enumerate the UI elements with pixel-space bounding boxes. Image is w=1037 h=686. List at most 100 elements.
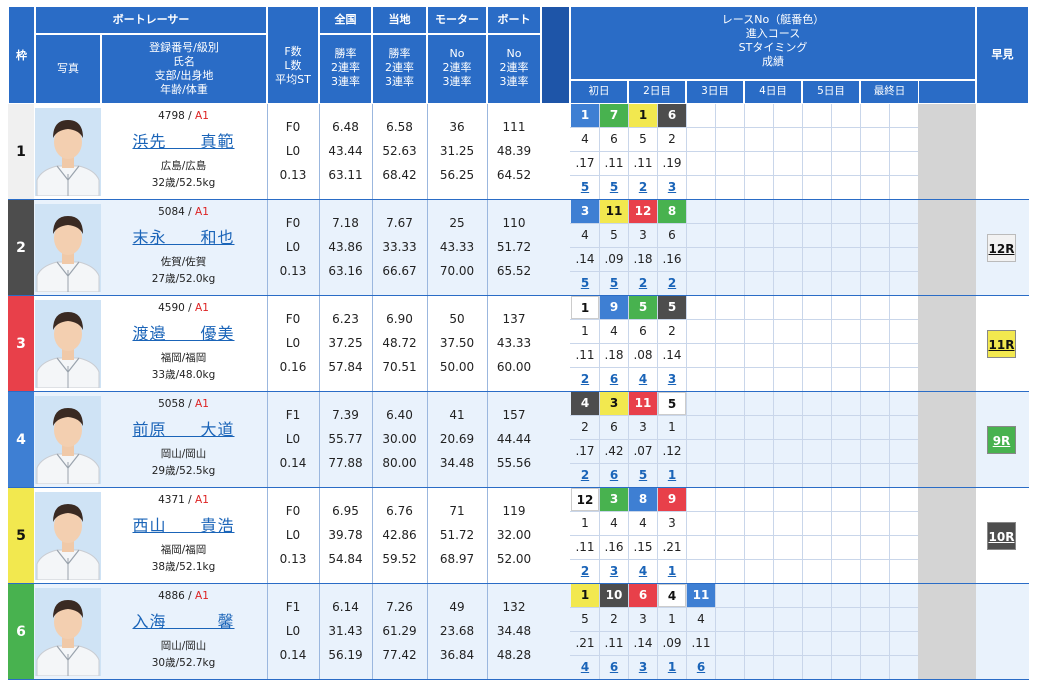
fl-value-2: 0.14 bbox=[279, 456, 307, 470]
tochi-value-1: 61.29 bbox=[382, 624, 417, 638]
race-result-link[interactable]: 6 bbox=[696, 660, 706, 674]
registration: 4590 / A1 bbox=[158, 302, 209, 314]
race-result-link[interactable]: 1 bbox=[667, 564, 677, 578]
avatar-icon bbox=[35, 108, 101, 197]
race-result-link[interactable]: 5 bbox=[638, 468, 648, 482]
st-timing: .19 bbox=[662, 156, 682, 170]
race-result-link[interactable]: 2 bbox=[580, 372, 590, 386]
race-result-link[interactable]: 1 bbox=[667, 468, 677, 482]
motor-value-1: 37.50 bbox=[439, 336, 475, 350]
registration-number: 5084 bbox=[158, 206, 185, 218]
boat-sub-header: No 2連率 3連率 bbox=[487, 34, 541, 104]
race-result-link[interactable]: 2 bbox=[638, 180, 648, 194]
race-result-link[interactable]: 6 bbox=[609, 468, 619, 482]
grid-line bbox=[570, 271, 918, 272]
zenkoku-sub-2: 3連率 bbox=[331, 75, 360, 88]
race-result-link[interactable]: 5 bbox=[580, 180, 590, 194]
racer-branch: 福岡/福岡 bbox=[160, 352, 207, 364]
race-info-2: STタイミング bbox=[738, 41, 808, 54]
race-result-link[interactable]: 6 bbox=[609, 660, 619, 674]
boat-sub-0: No bbox=[506, 47, 522, 60]
racer-row-4: 4 5058 / A1 前原 大道 岡山/岡山 29歳/52.5kg F1 L0 0.… bbox=[8, 392, 1029, 488]
race-result-link[interactable]: 2 bbox=[667, 276, 677, 290]
boat-value-1: 51.72 bbox=[496, 240, 532, 254]
column-separator bbox=[319, 296, 320, 391]
hayami-link[interactable]: 10R bbox=[987, 522, 1016, 550]
race-result-link[interactable]: 3 bbox=[667, 372, 677, 386]
zenkoku-value-2: 63.16 bbox=[328, 264, 363, 278]
grid-line bbox=[570, 631, 918, 632]
st-timing: .11 bbox=[575, 348, 595, 362]
race-number: 1 bbox=[571, 584, 599, 607]
fl-value-2: 0.16 bbox=[279, 360, 307, 374]
racer-class: A1 bbox=[195, 110, 209, 122]
motor-value-0: 50 bbox=[449, 312, 465, 326]
race-number: 1 bbox=[571, 104, 599, 127]
race-result-link[interactable]: 5 bbox=[580, 276, 590, 290]
hayami-link[interactable]: 9R bbox=[987, 426, 1016, 454]
registration: 4798 / A1 bbox=[158, 110, 209, 122]
entry-course: 2 bbox=[668, 324, 676, 338]
racer-name-link[interactable]: 渡邉 優美 bbox=[132, 324, 235, 343]
racer-name-link[interactable]: 末永 和也 bbox=[132, 228, 235, 247]
race-result-link[interactable]: 4 bbox=[580, 660, 590, 674]
race-info-1: 進入コース bbox=[745, 27, 801, 40]
entry-course: 3 bbox=[639, 420, 647, 434]
racer-name-link[interactable]: 前原 大道 bbox=[132, 420, 235, 439]
boat-value-0: 157 bbox=[502, 408, 526, 422]
race-result-link[interactable]: 3 bbox=[609, 564, 619, 578]
hayami-link[interactable]: 11R bbox=[987, 330, 1016, 358]
fl-value-0: F0 bbox=[285, 312, 301, 326]
st-timing: .09 bbox=[662, 636, 682, 650]
column-separator bbox=[487, 392, 488, 487]
race-result-link[interactable]: 5 bbox=[609, 276, 619, 290]
race-number: 4 bbox=[658, 584, 686, 607]
avatar-icon bbox=[35, 204, 101, 293]
unused-column bbox=[918, 392, 976, 487]
racer-photo bbox=[35, 492, 101, 581]
racer-info: 4798 / A1 浜先 真範 広島/広島 32歳/52.5kg bbox=[102, 104, 265, 199]
race-number: 9 bbox=[600, 296, 628, 319]
racer-name-link[interactable]: 浜先 真範 bbox=[132, 132, 235, 151]
tochi-value-1: 48.72 bbox=[382, 336, 417, 350]
hayami-link[interactable]: 12R bbox=[987, 234, 1016, 262]
motor-header: モーター bbox=[427, 6, 487, 34]
waku-number: 6 bbox=[8, 584, 34, 679]
race-result-link[interactable]: 4 bbox=[638, 564, 648, 578]
column-separator bbox=[319, 200, 320, 295]
race-number: 1 bbox=[571, 296, 599, 319]
race-result-link[interactable]: 1 bbox=[667, 660, 677, 674]
race-result-link[interactable]: 2 bbox=[580, 564, 590, 578]
racer-info: 4371 / A1 西山 貴浩 福岡/福岡 38歳/52.1kg bbox=[102, 488, 265, 583]
race-result-link[interactable]: 5 bbox=[609, 180, 619, 194]
st-timing: .18 bbox=[604, 348, 624, 362]
race-number: 6 bbox=[658, 104, 686, 127]
st-timing: .42 bbox=[604, 444, 624, 458]
racer-branch: 佐賀/佐賀 bbox=[160, 256, 207, 268]
column-separator bbox=[267, 104, 268, 199]
racer-name-link[interactable]: 西山 貴浩 bbox=[132, 516, 235, 535]
race-result-link[interactable]: 3 bbox=[667, 180, 677, 194]
st-timing: .11 bbox=[604, 156, 624, 170]
race-info-header: レースNo（艇番色） 進入コース STタイミング 成績 bbox=[570, 6, 976, 80]
race-result-link[interactable]: 2 bbox=[638, 276, 648, 290]
entry-course: 5 bbox=[610, 228, 618, 242]
tochi-value-1: 52.63 bbox=[382, 144, 417, 158]
hayami-header-label: 早見 bbox=[991, 48, 1014, 61]
boat-value-1: 44.44 bbox=[496, 432, 532, 446]
st-timing: .21 bbox=[575, 636, 595, 650]
unused-column bbox=[918, 296, 976, 391]
tochi-sub-2: 3連率 bbox=[385, 75, 414, 88]
avatar-icon bbox=[35, 492, 101, 581]
registration-number: 4371 bbox=[158, 494, 185, 506]
day-header-1: 2日目 bbox=[628, 80, 686, 104]
race-result-link[interactable]: 6 bbox=[609, 372, 619, 386]
race-result-link[interactable]: 4 bbox=[638, 372, 648, 386]
race-result-link[interactable]: 3 bbox=[638, 660, 648, 674]
zenkoku-value-2: 63.11 bbox=[328, 168, 363, 182]
racer-name-link[interactable]: 入海 馨 bbox=[132, 612, 235, 631]
motor-value-0: 49 bbox=[449, 600, 465, 614]
racer-sub-3: 年齢/体重 bbox=[160, 83, 208, 96]
race-result-link[interactable]: 2 bbox=[580, 468, 590, 482]
column-separator bbox=[487, 296, 488, 391]
